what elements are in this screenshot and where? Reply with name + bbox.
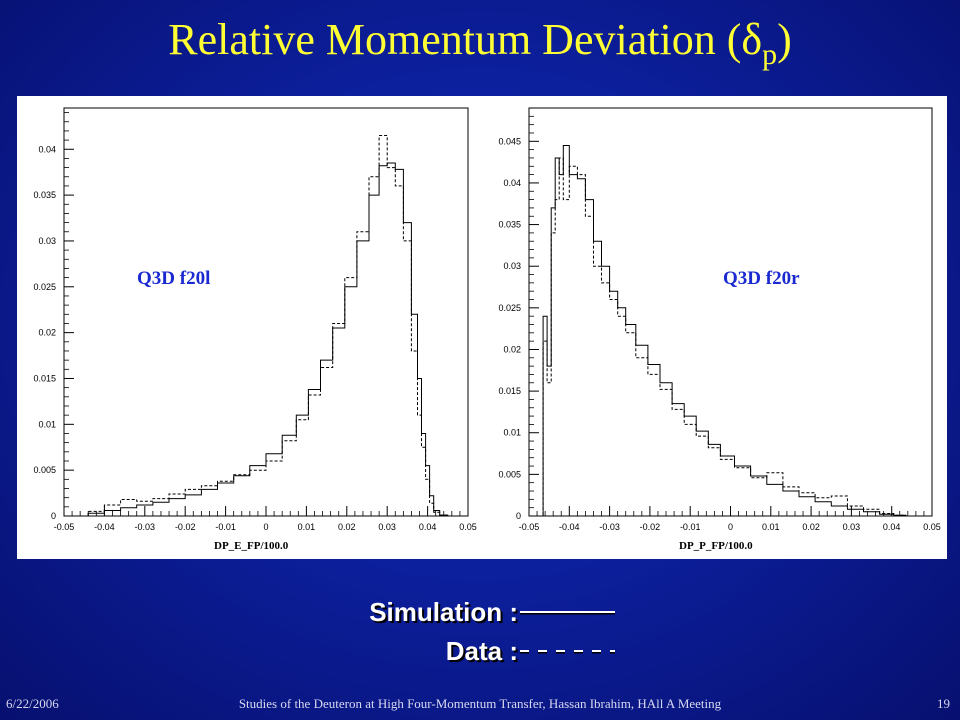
plot-2-x-tick-label: 0 xyxy=(728,522,733,532)
plot-2-y-tick-label: 0.03 xyxy=(503,261,521,271)
plot-2-frame xyxy=(528,107,933,517)
plot-1-x-axis-label: DP_E_FP/100.0 xyxy=(214,540,289,552)
plot-1-annotation: Q3D f20l xyxy=(137,268,210,289)
title-symbol: δ xyxy=(741,15,763,64)
plot-2-y-tick-label: 0.035 xyxy=(498,220,521,230)
plot-2-x-tick-label: -0.03 xyxy=(599,522,620,532)
plot-2-x-tick-label: 0.02 xyxy=(802,522,820,532)
title-close: ) xyxy=(777,15,792,64)
legend-simulation-line xyxy=(520,611,615,615)
footer-page-number: 19 xyxy=(937,696,950,711)
plot-1-x-tick-label: -0.02 xyxy=(175,522,196,532)
plot-1-y-tick-label: 0.01 xyxy=(38,419,56,429)
title-main: Relative Momentum Deviation ( xyxy=(168,15,742,64)
legend-simulation: Simulation : xyxy=(0,597,960,633)
plot-1-y-tick-label: 0.04 xyxy=(38,144,56,154)
legend-data-label: Data : xyxy=(445,636,518,666)
plot-2-series-data xyxy=(539,157,907,517)
plot-2-annotation: Q3D f20r xyxy=(723,268,800,289)
slide-title: Relative Momentum Deviation (δp) xyxy=(0,12,960,73)
plot-1-series-data xyxy=(87,135,449,516)
plot-1-y-tick-label: 0.02 xyxy=(38,328,56,338)
histogram-panel: -0.05 -0.04 -0.03 -0.02 -0.01 0 0.01 0.02 0.03 0.… xyxy=(17,96,947,559)
footer-date: 6/22/2006 xyxy=(6,696,59,711)
plot-2-x-tick-label: -0.01 xyxy=(680,522,701,532)
plot-1-series-simulation xyxy=(87,162,449,516)
plot-2-x-tick-label: 0.05 xyxy=(923,522,941,532)
plot-2-y-tick-label: 0.04 xyxy=(503,178,521,188)
plot-2-y-tick-label: 0.025 xyxy=(498,303,521,313)
legend-simulation-label: Simulation : xyxy=(369,597,518,627)
histogram-plots: -0.05 -0.04 -0.03 -0.02 -0.01 0 0.01 0.02 0.03 0.… xyxy=(33,107,941,552)
plot-2-y-tick-label: 0.005 xyxy=(498,469,521,479)
plot-1-y-tick-label: 0.025 xyxy=(33,282,56,292)
plot-2-x-tick-label: 0.01 xyxy=(762,522,780,532)
title-subscript: p xyxy=(762,38,778,71)
legend-data-line xyxy=(520,650,615,654)
plot-2-series-simulation xyxy=(539,145,907,517)
plot-1-y-tick-label: 0.005 xyxy=(33,465,56,475)
plot-1-x-tick-label: 0 xyxy=(263,522,268,532)
plot-2-x-tick-label: -0.04 xyxy=(559,522,580,532)
plot-2-y-tick-label: 0.01 xyxy=(503,428,521,438)
plot-1-x-tick-label: 0.02 xyxy=(338,522,356,532)
plot-2-y-tick-label: 0 xyxy=(516,511,521,521)
plot-1-y-tick-label: 0.015 xyxy=(33,373,56,383)
plot-2-y-tick-label: 0.02 xyxy=(503,344,521,354)
plot-1-x-tick-label: -0.03 xyxy=(135,522,156,532)
legend-data: Data : xyxy=(0,636,960,672)
plot-1-y-tick-label: 0.035 xyxy=(33,190,56,200)
plot-2-x-tick-label: 0.03 xyxy=(843,522,861,532)
footer-text: Studies of the Deuteron at High Four-Mom… xyxy=(238,696,722,711)
plot-2-x-tick-label: 0.04 xyxy=(883,522,901,532)
plot-2-x-tick-label: -0.05 xyxy=(519,522,540,532)
plot-1-x-tick-label: -0.05 xyxy=(54,522,75,532)
plot-1-x-tick-label: 0.03 xyxy=(378,522,396,532)
plot-1-x-tick-label: 0.01 xyxy=(298,522,316,532)
plot-2-x-tick-label: -0.02 xyxy=(640,522,661,532)
plot-1-x-tick-label: 0.04 xyxy=(419,522,437,532)
plot-1-y-tick-label: 0.03 xyxy=(38,236,56,246)
plot-2-x-axis-label: DP_P_FP/100.0 xyxy=(679,540,753,552)
plot-1-x-tick-label: -0.01 xyxy=(215,522,236,532)
plot-1-x-tick-label: -0.04 xyxy=(94,522,115,532)
plot-2-y-tick-label: 0.015 xyxy=(498,386,521,396)
plot-1-y-tick-label: 0 xyxy=(51,511,56,521)
plot-2-y-tick-label: 0.045 xyxy=(498,136,521,146)
plot-1-x-tick-label: 0.05 xyxy=(459,522,477,532)
